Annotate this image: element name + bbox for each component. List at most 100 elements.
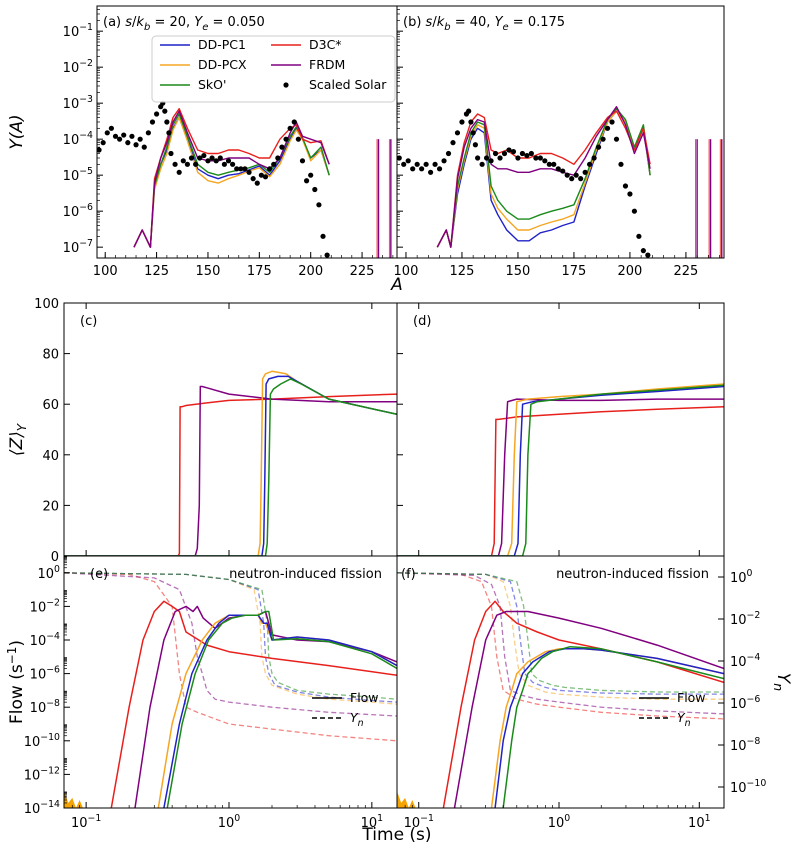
y2-tick-label: 10−2 xyxy=(730,610,760,628)
series-d3c xyxy=(436,110,651,248)
xlabel-time: Time (s) xyxy=(361,825,431,845)
solar-point xyxy=(450,140,456,146)
solar-point xyxy=(600,136,606,142)
legend-label-flow: Flow xyxy=(350,690,379,705)
y2-tick-label: 100 xyxy=(730,568,753,586)
solar-point xyxy=(551,161,557,167)
yn-ddpcx xyxy=(64,572,397,705)
solar-point xyxy=(609,119,615,125)
yn-d3c xyxy=(397,572,724,720)
y2-tick-label: 10−10 xyxy=(730,778,766,796)
yn-d3c xyxy=(64,572,397,742)
flow-ddpc1 xyxy=(163,614,397,808)
solar-point xyxy=(578,176,584,182)
y-tick-label: 10−3 xyxy=(63,94,93,112)
y-tick-label: 100 xyxy=(38,564,61,582)
legend-label: DD-PCX xyxy=(198,57,247,72)
series-ddpcx xyxy=(133,116,330,248)
solar-point xyxy=(510,149,517,155)
solar-point xyxy=(162,108,168,114)
solar-point xyxy=(149,119,156,125)
solar-point xyxy=(172,161,178,167)
legend-label: D3C* xyxy=(309,37,342,52)
solar-point xyxy=(213,158,219,164)
solar-point xyxy=(283,136,289,142)
solar-point xyxy=(419,166,425,172)
annotation: neutron-induced fission xyxy=(229,567,382,582)
y-tick-label: 10−14 xyxy=(24,799,60,817)
solar-point xyxy=(299,158,306,164)
x-tick-label: 225 xyxy=(350,264,375,279)
solar-point xyxy=(445,150,452,157)
x-tick-label: 200 xyxy=(618,264,643,279)
y-tick-label: 80 xyxy=(42,348,59,363)
y-tick-label: 40 xyxy=(42,449,59,464)
solar-point xyxy=(569,176,575,182)
x-tick-label: 10−1 xyxy=(71,813,101,831)
solar-point xyxy=(432,161,438,167)
y-tick-label: 10−12 xyxy=(24,765,60,783)
solar-point xyxy=(225,158,232,164)
solar-point xyxy=(262,174,269,180)
solar-point xyxy=(542,158,548,164)
y-tick-label: 10−2 xyxy=(30,597,60,615)
orange-fill xyxy=(64,791,87,808)
panel-d: (d) xyxy=(397,302,724,557)
legend-label: DD-PC1 xyxy=(198,37,246,52)
x-tick-label: 100 xyxy=(218,813,241,831)
legend-flow: Flow Yn xyxy=(312,690,379,729)
solar-point xyxy=(640,248,646,254)
panel-e: 10−1 100 101 10−14 10−12 10−10 10−8 10−6 10−4 10−… xyxy=(24,556,397,831)
solar-point xyxy=(488,158,494,164)
x-tick-label: 200 xyxy=(298,264,323,279)
solar-point xyxy=(201,152,207,159)
panel-f: 10−1 100 101 10−10 10−8 10−6 10−4 10−2 100 (f) neu… xyxy=(397,567,766,831)
solar-point xyxy=(205,158,211,164)
solar-point xyxy=(560,168,566,174)
x-tick-label: 100 xyxy=(548,813,571,831)
x-tick-label: 125 xyxy=(144,264,169,279)
solar-point xyxy=(613,136,620,142)
solar-point xyxy=(501,150,508,157)
ylabel-yield: Y(A) xyxy=(7,114,27,149)
flow-ddpcx xyxy=(157,614,397,808)
solar-point xyxy=(164,119,170,125)
y-tick-label: 20 xyxy=(42,499,59,514)
yn-ddpcx xyxy=(397,572,724,700)
solar-point xyxy=(636,233,642,239)
ylabel-z: ⟨Z⟩Y xyxy=(7,422,29,456)
solar-point xyxy=(459,119,465,125)
y-tick-label: 10−8 xyxy=(30,698,60,716)
solar-point xyxy=(627,191,633,197)
solar-point xyxy=(533,155,539,161)
series-frdm xyxy=(64,385,397,556)
solar-point xyxy=(468,119,474,125)
solar-point xyxy=(573,172,579,178)
solar-point xyxy=(287,125,293,131)
legend-label: FRDM xyxy=(309,57,345,72)
solar-point xyxy=(519,150,526,157)
solar-point xyxy=(112,133,119,139)
solar-point xyxy=(104,130,110,136)
series-ddpcx xyxy=(397,383,724,556)
panel-e-plot xyxy=(64,572,397,808)
solar-point xyxy=(582,169,588,175)
solar-point xyxy=(414,161,420,167)
solar-point xyxy=(423,161,429,167)
solar-point xyxy=(221,161,227,167)
panel-e-frame xyxy=(63,555,398,809)
panel-d-plot xyxy=(397,383,724,556)
series-ddpcx xyxy=(64,370,397,556)
solar-point xyxy=(217,155,223,161)
flow-frdm xyxy=(134,605,397,808)
x-tick-label: 175 xyxy=(247,264,272,279)
solar-point xyxy=(295,136,301,142)
yn-frdm xyxy=(64,572,397,717)
solar-point xyxy=(497,155,503,161)
solar-point xyxy=(121,132,127,138)
y-tick-label: 10−4 xyxy=(30,631,60,649)
orange-fill xyxy=(397,791,419,808)
y-tick-label: 10−2 xyxy=(63,58,93,76)
flow-frdm xyxy=(453,610,724,808)
legend-box xyxy=(151,35,396,103)
